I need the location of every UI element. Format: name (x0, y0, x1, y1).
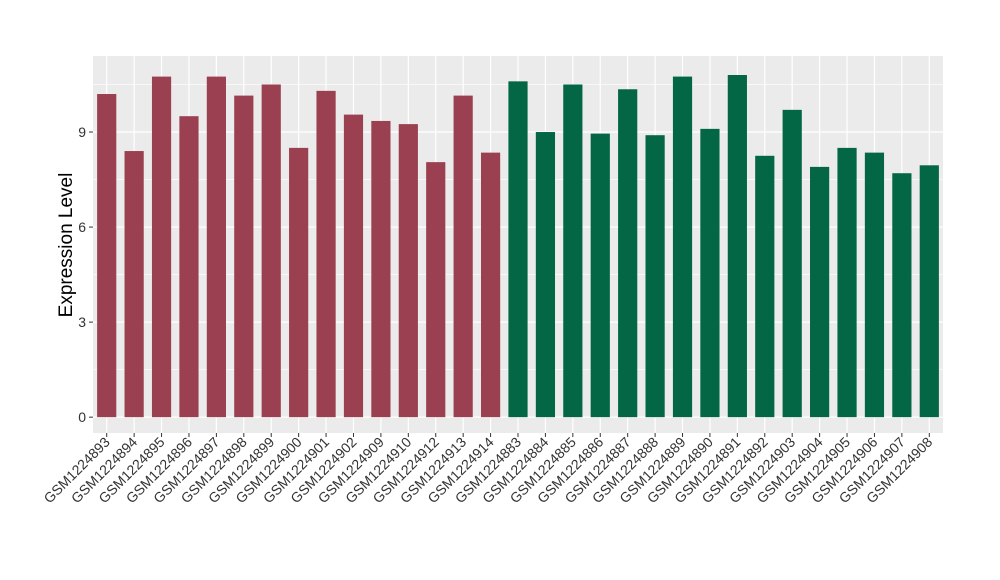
y-tick-label: 6 (78, 219, 86, 235)
bar-GSM1224898 (234, 95, 254, 418)
bar-GSM1224904 (810, 166, 830, 418)
bar-GSM1224913 (453, 95, 473, 418)
bar-GSM1224903 (782, 109, 802, 418)
bar-GSM1224887 (618, 89, 638, 418)
bar-GSM1224883 (508, 81, 528, 418)
bar-GSM1224888 (645, 135, 665, 418)
bar-GSM1224893 (97, 94, 117, 418)
bar-GSM1224902 (343, 114, 364, 418)
bar-GSM1224895 (151, 76, 172, 418)
bar-GSM1224899 (261, 84, 281, 418)
bar-GSM1224910 (398, 124, 418, 418)
bar-GSM1224907 (892, 173, 912, 418)
bar-GSM1224896 (179, 116, 199, 418)
bar-GSM1224912 (426, 162, 446, 418)
y-tick-label: 9 (78, 124, 86, 140)
bar-GSM1224891 (727, 75, 747, 418)
y-axis: 0 3 6 9 (78, 124, 93, 425)
bar-GSM1224901 (316, 90, 336, 418)
bar-GSM1224886 (590, 133, 610, 418)
y-axis-title: Expression Level (56, 173, 77, 318)
bar-GSM1224884 (535, 132, 556, 418)
bar-GSM1224892 (755, 155, 775, 418)
bar-GSM1224914 (480, 152, 501, 418)
x-axis: GSM1224893GSM1224894GSM1224895GSM1224896… (40, 433, 936, 506)
bar-GSM1224890 (700, 128, 720, 418)
y-tick-label: 3 (78, 314, 86, 330)
bar-GSM1224909 (371, 120, 391, 418)
bar-GSM1224889 (672, 76, 693, 418)
bar-GSM1224900 (289, 147, 309, 418)
bar-GSM1224908 (919, 165, 939, 418)
bar-GSM1224905 (837, 147, 857, 418)
bar-GSM1224894 (124, 151, 144, 418)
bar-GSM1224885 (563, 84, 583, 418)
bar-GSM1224906 (864, 152, 885, 418)
bars (97, 75, 939, 418)
y-tick-label: 0 (78, 409, 86, 425)
bar-GSM1224897 (206, 76, 226, 418)
